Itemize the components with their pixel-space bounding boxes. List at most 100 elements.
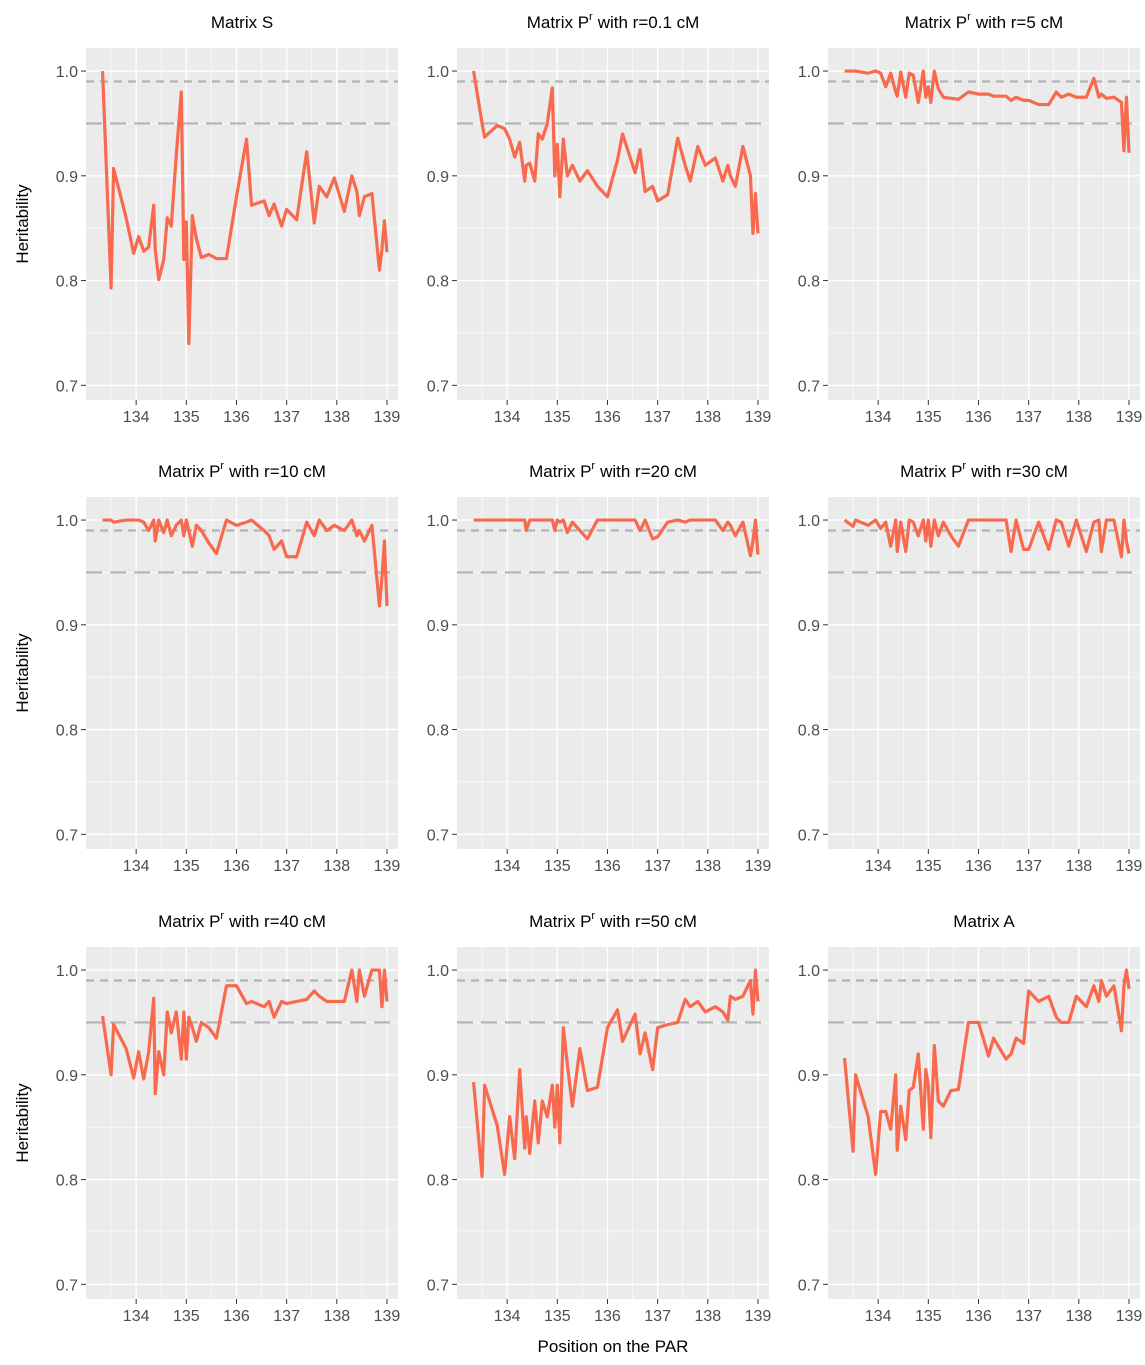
panel-title: Matrix Pr with r=40 cM — [158, 910, 326, 931]
panel-title: Matrix Pr with r=20 cM — [529, 460, 697, 481]
y-tick-label: 1.0 — [427, 64, 449, 81]
data-line — [473, 518, 760, 558]
x-tick-label: 138 — [694, 858, 721, 875]
x-tick-label: 135 — [915, 409, 942, 426]
x-tick-label: 139 — [1116, 409, 1143, 426]
title-suffix: with r=50 cM — [599, 912, 697, 931]
title-superscript: r — [591, 910, 595, 922]
x-tick-label: 139 — [1116, 1308, 1143, 1325]
x-tick-label: 138 — [323, 409, 350, 426]
x-tick-label: 135 — [544, 858, 571, 875]
y-tick-label: 0.7 — [798, 827, 820, 844]
x-axis-label: Position on the PAR — [538, 1337, 689, 1356]
x-tick-label: 138 — [1065, 1308, 1092, 1325]
data-line — [842, 968, 1131, 1176]
x-tick-label: 134 — [494, 409, 521, 426]
x-tick-label: 134 — [865, 409, 892, 426]
x-tick-label: 135 — [544, 409, 571, 426]
data-line — [100, 968, 389, 1096]
y-tick-label: 1.0 — [798, 64, 820, 81]
data-line — [102, 518, 389, 608]
y-tick-label: 1.0 — [798, 963, 820, 980]
title-suffix: with r=10 cM — [228, 462, 326, 481]
y-tick-label: 0.7 — [56, 1277, 78, 1294]
y-tick-label: 0.8 — [427, 723, 449, 740]
y-tick-label: 0.8 — [427, 274, 449, 291]
y-tick-label: 0.9 — [798, 169, 820, 186]
y-tick-label: 0.7 — [427, 1277, 449, 1294]
x-tick-label: 134 — [494, 858, 521, 875]
y-tick-label: 0.8 — [56, 274, 78, 291]
y-tick-label: 0.8 — [56, 723, 78, 740]
x-tick-label: 136 — [965, 858, 992, 875]
x-tick-label: 139 — [745, 1308, 772, 1325]
x-tick-label: 135 — [173, 1308, 200, 1325]
y-tick-label: 1.0 — [427, 963, 449, 980]
y-tick-label: 0.9 — [56, 618, 78, 635]
x-tick-label: 134 — [123, 1308, 150, 1325]
panel-background — [457, 497, 769, 849]
y-tick-label: 0.7 — [56, 378, 78, 395]
y-tick-label: 0.9 — [798, 1068, 820, 1085]
y-tick-label: 1.0 — [56, 513, 78, 530]
x-tick-label: 134 — [123, 858, 150, 875]
x-tick-label: 136 — [223, 409, 250, 426]
panel-title: Matrix Pr with r=30 cM — [900, 460, 1068, 481]
title-suffix: with r=5 cM — [975, 13, 1063, 32]
title-superscript: r — [591, 460, 595, 472]
x-tick-label: 139 — [374, 1308, 401, 1325]
title-superscript: r — [962, 460, 966, 472]
x-tick-label: 136 — [594, 1308, 621, 1325]
y-tick-label: 0.9 — [56, 1068, 78, 1085]
panel-title: Matrix A — [953, 912, 1015, 931]
x-tick-label: 136 — [594, 409, 621, 426]
x-tick-label: 139 — [374, 858, 401, 875]
x-tick-label: 135 — [173, 858, 200, 875]
x-tick-label: 134 — [865, 1308, 892, 1325]
panel-background — [828, 497, 1140, 849]
y-tick-label: 0.8 — [427, 1173, 449, 1190]
y-tick-label: 0.8 — [798, 274, 820, 291]
y-tick-label: 0.7 — [427, 378, 449, 395]
y-tick-label: 0.9 — [798, 618, 820, 635]
x-tick-label: 137 — [1015, 1308, 1042, 1325]
title-text: Matrix P — [905, 13, 967, 32]
y-tick-label: 0.7 — [798, 1277, 820, 1294]
y-axis-label: Heritability — [13, 184, 32, 264]
y-tick-label: 1.0 — [56, 963, 78, 980]
title-superscript: r — [220, 460, 224, 472]
panel-background — [457, 947, 769, 1299]
x-tick-label: 139 — [1116, 858, 1143, 875]
title-suffix: with r=20 cM — [599, 462, 697, 481]
data-line — [844, 69, 1131, 153]
x-tick-label: 138 — [694, 1308, 721, 1325]
x-tick-label: 137 — [1015, 858, 1042, 875]
data-line — [471, 968, 760, 1179]
title-superscript: r — [589, 11, 593, 23]
x-tick-label: 139 — [745, 858, 772, 875]
panel-title: Matrix Pr with r=0.1 cM — [527, 11, 700, 32]
title-suffix: with r=0.1 cM — [597, 13, 700, 32]
y-tick-label: 0.8 — [798, 1173, 820, 1190]
y-tick-label: 0.7 — [798, 378, 820, 395]
title-text: Matrix P — [529, 462, 591, 481]
x-tick-label: 136 — [965, 1308, 992, 1325]
x-tick-label: 135 — [915, 858, 942, 875]
y-tick-label: 1.0 — [427, 513, 449, 530]
y-tick-label: 0.7 — [427, 827, 449, 844]
panel-title: Matrix S — [211, 13, 273, 32]
y-tick-label: 0.9 — [56, 169, 78, 186]
x-tick-label: 138 — [323, 858, 350, 875]
x-tick-label: 138 — [1065, 409, 1092, 426]
panel-background — [86, 48, 398, 400]
panel-background — [828, 947, 1140, 1299]
title-text: Matrix P — [158, 912, 220, 931]
data-line — [100, 70, 389, 346]
y-tick-label: 0.9 — [427, 618, 449, 635]
x-tick-label: 139 — [374, 409, 401, 426]
x-tick-label: 135 — [173, 409, 200, 426]
x-tick-label: 137 — [273, 858, 300, 875]
x-tick-label: 137 — [644, 858, 671, 875]
panel-title: Matrix Pr with r=5 cM — [905, 11, 1063, 32]
x-tick-label: 135 — [544, 1308, 571, 1325]
